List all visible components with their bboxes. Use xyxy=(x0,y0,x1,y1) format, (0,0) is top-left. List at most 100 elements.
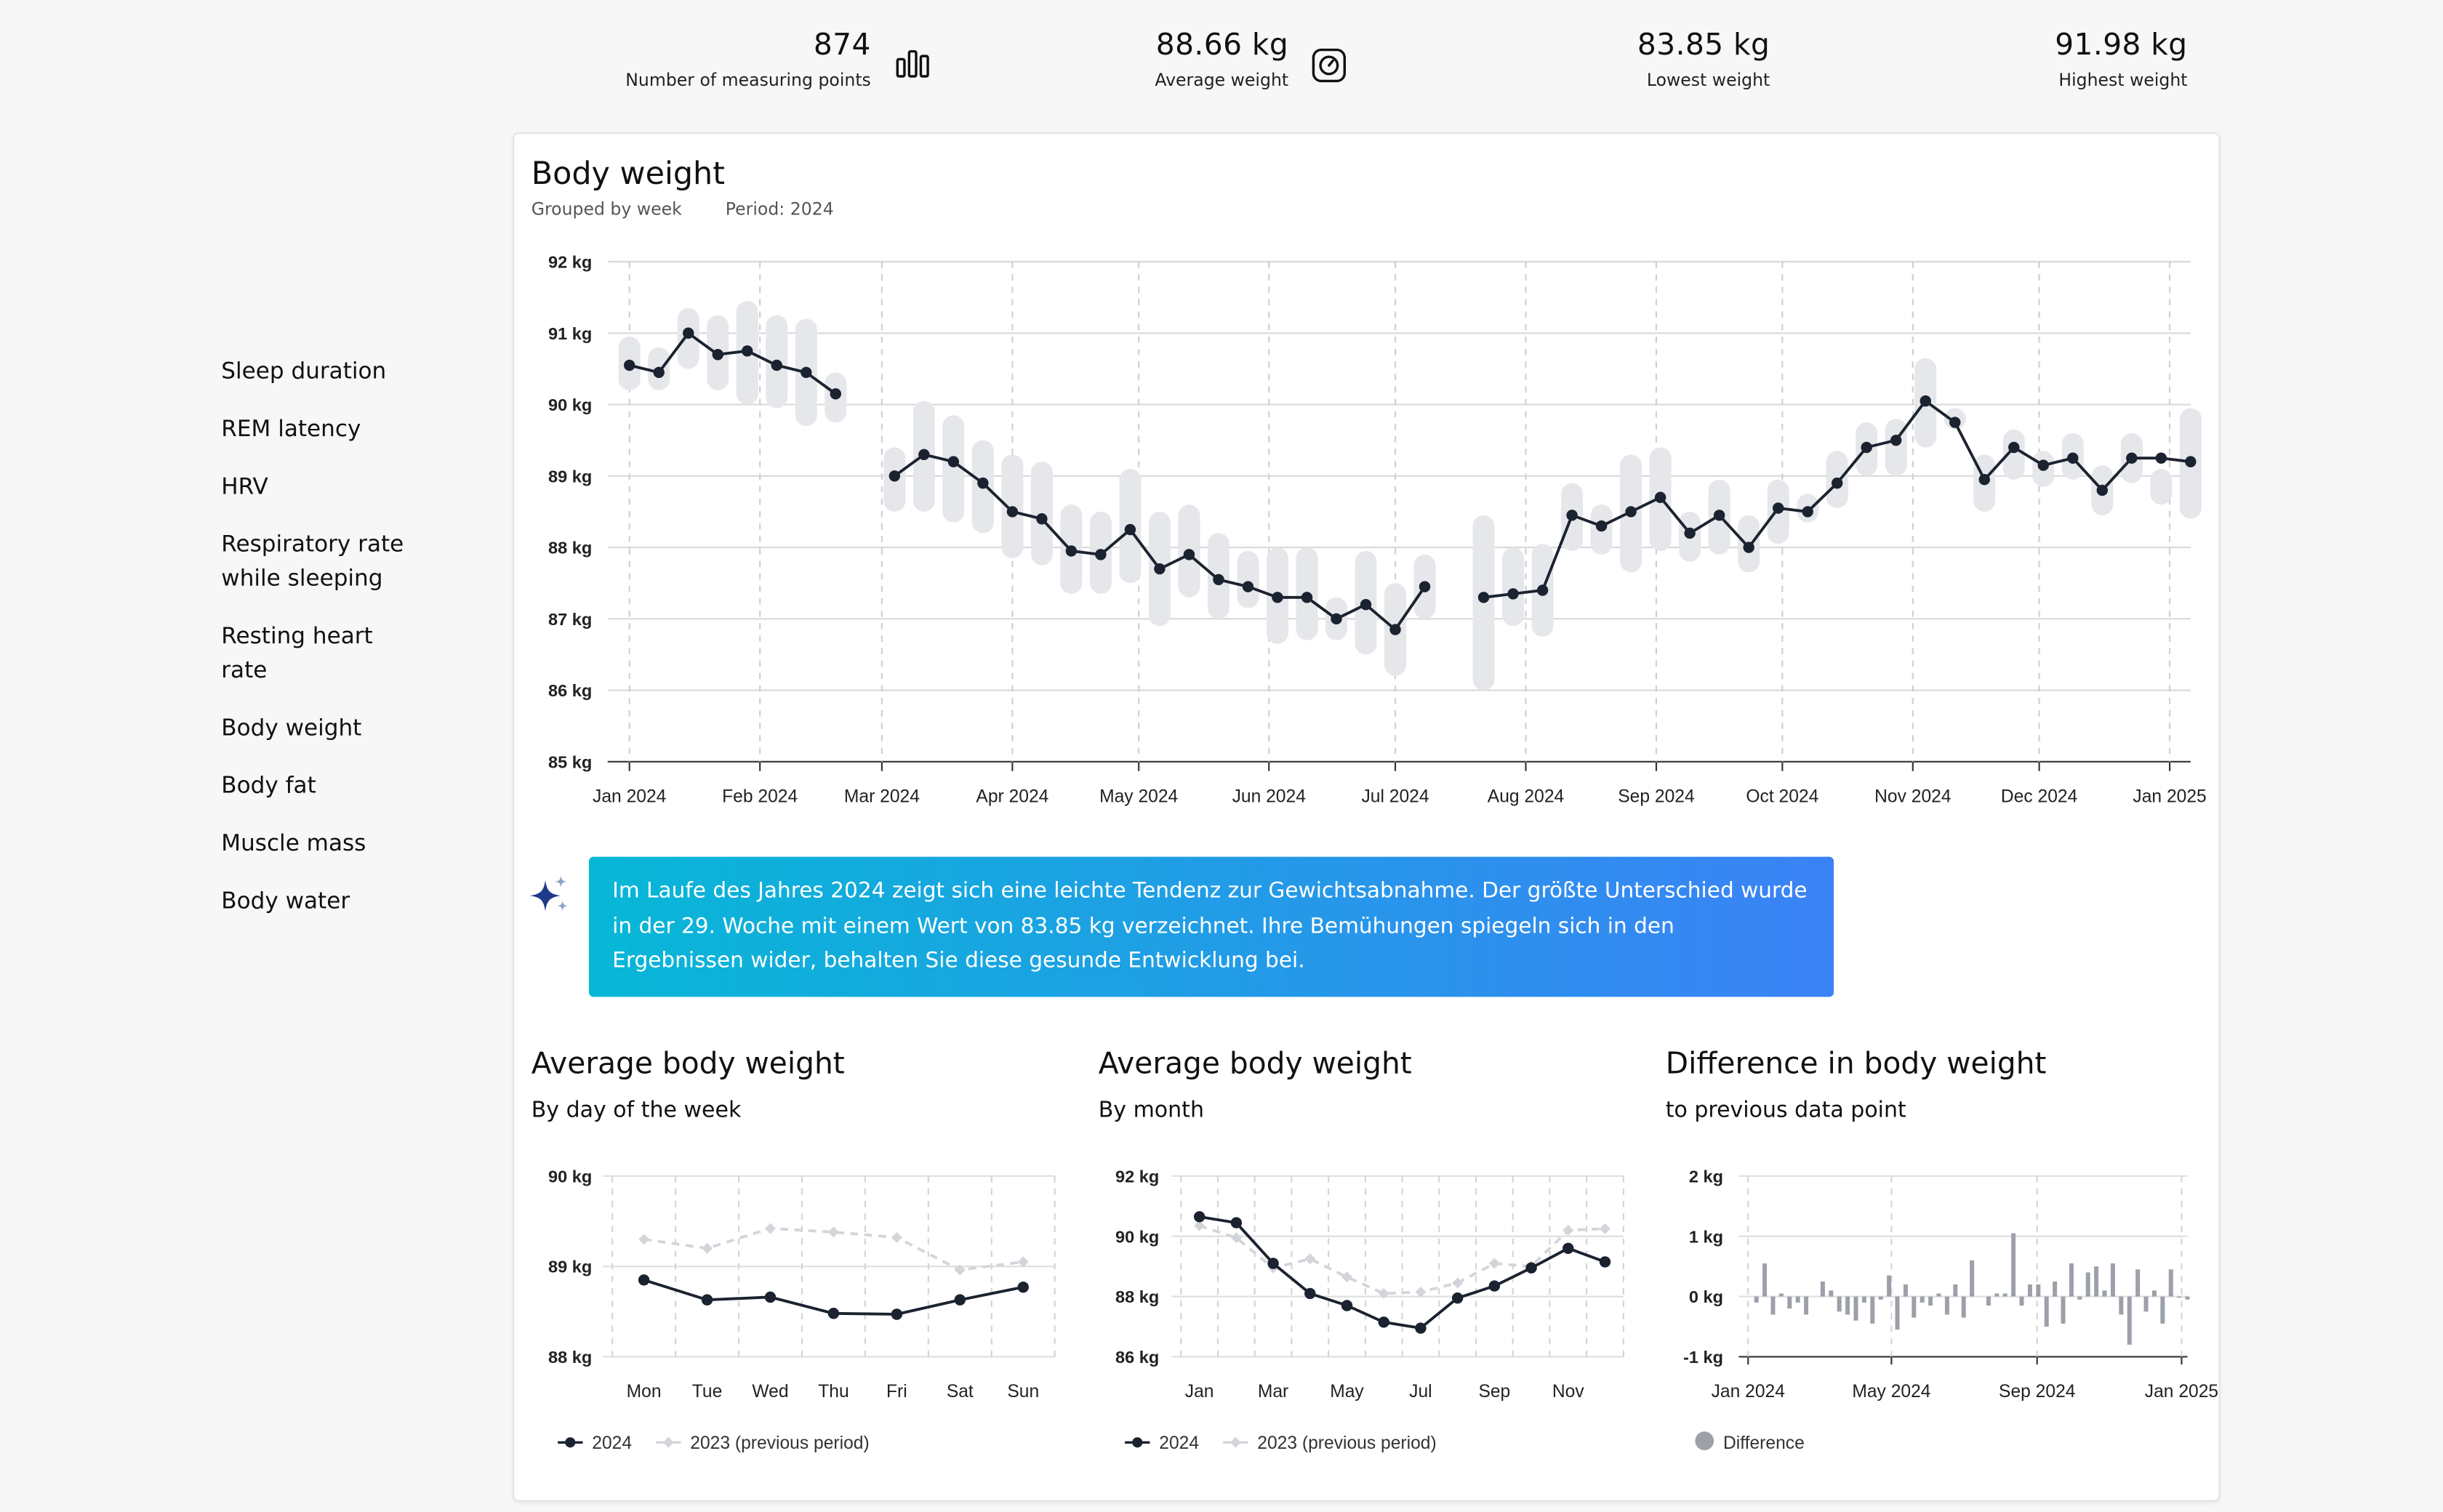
sidebar-item-hrv[interactable]: HRV xyxy=(221,475,268,500)
bar-chart-icon xyxy=(894,47,931,84)
main-data-point xyxy=(1331,613,1342,625)
main-xtick-label: Jun 2024 xyxy=(1232,787,1306,807)
weekday-legend-label: 2023 (previous period) xyxy=(690,1433,869,1453)
diff-bar xyxy=(2185,1296,2190,1300)
month-legend-label: 2024 xyxy=(1159,1433,1199,1453)
sidebar-item-resting-heart-rate[interactable]: Resting heart rate xyxy=(221,624,373,684)
month-data-point xyxy=(1599,1256,1611,1268)
weekday-ytick-label: 90 kg xyxy=(548,1167,592,1186)
weekday-xtick-label: Thu xyxy=(818,1382,849,1402)
diff-bar xyxy=(1912,1296,1917,1318)
weekday-chart-subtitle: By day of the week xyxy=(531,1098,742,1123)
month-data-point xyxy=(1415,1286,1427,1298)
main-ytick-label: 90 kg xyxy=(548,395,592,414)
diff-bar xyxy=(1986,1296,1991,1306)
diff-legend-marker xyxy=(1695,1431,1714,1450)
month-ytick-label: 90 kg xyxy=(1115,1227,1159,1246)
month-series-line xyxy=(1199,1215,1606,1330)
main-data-point xyxy=(1831,477,1843,489)
main-data-point xyxy=(1772,502,1784,514)
diff-bar xyxy=(2143,1296,2149,1312)
main-range-bar xyxy=(1885,419,1907,476)
main-data-point xyxy=(1949,417,1961,428)
month-data-point xyxy=(1341,1300,1353,1311)
weekday-data-point xyxy=(1017,1256,1029,1268)
main-data-point xyxy=(1213,574,1224,585)
stat-value: 83.85 kg xyxy=(1637,28,1770,63)
month-data-point xyxy=(1525,1262,1537,1274)
main-data-point xyxy=(1272,592,1283,603)
main-data-point xyxy=(1154,563,1166,575)
month-legend-marker xyxy=(1132,1437,1143,1448)
month-xtick-label: Jul xyxy=(1409,1382,1432,1402)
main-data-point xyxy=(1477,592,1490,603)
main-data-point xyxy=(2037,459,2050,471)
main-xtick-label: Jan 2025 xyxy=(2133,787,2206,807)
body-weight-card: Body weight Grouped by week Period: 2024 … xyxy=(513,132,2221,1502)
month-series-line xyxy=(1198,1224,1605,1295)
sidebar-item-rem-latency[interactable]: REM latency xyxy=(221,417,361,443)
main-ytick-label: 89 kg xyxy=(548,467,592,486)
diff-bar xyxy=(1837,1296,1842,1312)
diff-bar xyxy=(1778,1293,1784,1297)
diff-bar xyxy=(2002,1293,2007,1297)
diff-bar xyxy=(2102,1290,2107,1297)
weekday-data-point xyxy=(701,1294,713,1306)
main-data-point xyxy=(1890,434,1902,446)
stat-lowest-weight: 83.85 kg Lowest weight xyxy=(1637,28,1770,91)
main-data-point xyxy=(1095,549,1107,560)
main-xtick-label: Jul 2024 xyxy=(1361,787,1429,807)
main-data-point xyxy=(801,366,812,379)
diff-bar xyxy=(2151,1290,2157,1297)
sparkle-icon xyxy=(529,874,571,917)
diff-bar xyxy=(1944,1296,1949,1315)
weekday-data-point xyxy=(764,1291,777,1303)
main-ytick-label: 92 kg xyxy=(548,253,592,272)
month-data-point xyxy=(1304,1253,1316,1265)
main-ytick-label: 85 kg xyxy=(548,752,592,771)
main-xtick-label: Jan 2024 xyxy=(593,787,666,807)
main-ytick-label: 91 kg xyxy=(548,324,592,343)
weekday-chart-title: Average body weight xyxy=(531,1047,845,1082)
sidebar-item-muscle-mass[interactable]: Muscle mass xyxy=(221,832,366,857)
diff-bar xyxy=(2135,1269,2141,1297)
month-data-point xyxy=(1193,1211,1206,1223)
diff-bar xyxy=(1994,1293,1999,1297)
diff-bar xyxy=(2110,1263,2115,1297)
month-data-point xyxy=(1563,1242,1574,1255)
main-xtick-label: Sep 2024 xyxy=(1618,787,1694,807)
main-xtick-label: May 2024 xyxy=(1099,787,1178,807)
main-data-point xyxy=(1242,581,1254,592)
main-data-point xyxy=(1536,584,1549,596)
weekday-data-point xyxy=(1017,1282,1029,1293)
main-range-bar xyxy=(1502,547,1525,627)
weekday-ytick-label: 89 kg xyxy=(548,1258,592,1276)
diff-bar xyxy=(2053,1281,2058,1297)
diff-bar xyxy=(1920,1296,1925,1303)
diff-bar xyxy=(2044,1296,2049,1327)
main-data-point xyxy=(1183,549,1195,560)
month-data-point xyxy=(1488,1258,1500,1269)
sidebar-item-respiratory-rate[interactable]: Respiratory rate while sleeping xyxy=(221,532,404,592)
period-label: Period: 2024 xyxy=(725,199,834,220)
diff-ytick-label: 0 kg xyxy=(1689,1287,1723,1306)
weekday-legend-marker xyxy=(662,1436,674,1448)
sidebar-item-body-fat[interactable]: Body fat xyxy=(221,774,316,800)
main-data-point xyxy=(1124,523,1136,536)
main-data-point xyxy=(2126,452,2138,464)
sidebar-item-body-water[interactable]: Body water xyxy=(221,889,350,914)
main-data-point xyxy=(1507,588,1519,600)
month-chart: 86 kg 88 kg 90 kg 92 kg Jan Mar May Jul Sep Nov 20… xyxy=(1115,1167,1624,1453)
month-data-point xyxy=(1341,1271,1352,1283)
main-range-bar xyxy=(942,415,965,523)
sidebar-item-body-weight[interactable]: Body weight xyxy=(221,716,362,741)
insight-text: Im Laufe des Jahres 2024 zeigt sich eine… xyxy=(612,878,1808,974)
stat-measuring-points: 874 Number of measuring points xyxy=(625,28,871,91)
main-xtick-label: Oct 2024 xyxy=(1746,787,1818,807)
sidebar-item-sleep-duration[interactable]: Sleep duration xyxy=(221,359,387,385)
diff-chart-subtitle: to previous data point xyxy=(1665,1098,1906,1123)
diff-ytick-label: 1 kg xyxy=(1689,1227,1723,1246)
diff-bar xyxy=(1928,1296,1933,1306)
diff-bar xyxy=(1887,1275,1892,1297)
main-data-point xyxy=(1360,598,1372,611)
